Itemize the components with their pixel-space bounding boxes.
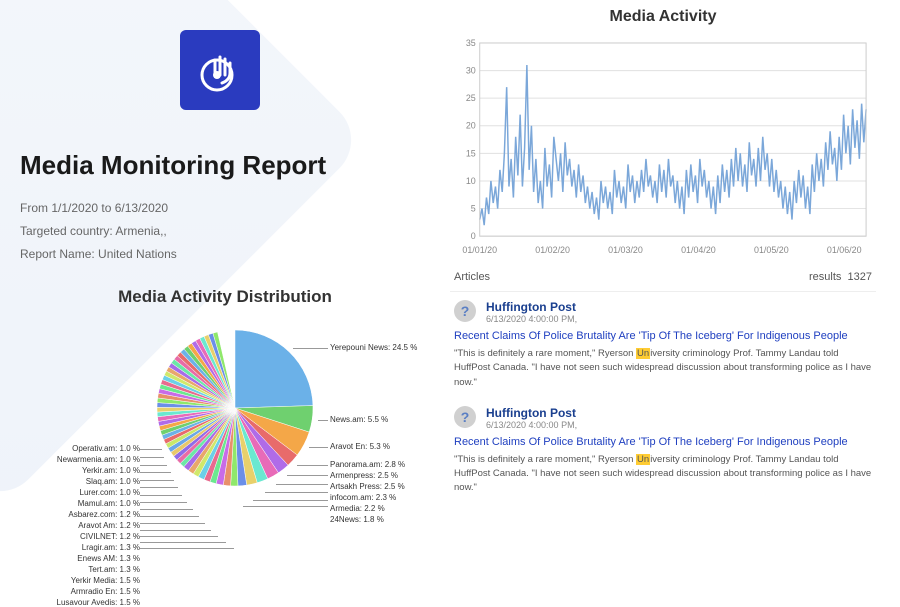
activity-title: Media Activity [450, 8, 876, 26]
pie-label: Asbarez.com: 1.2 % [68, 510, 140, 519]
pie-label: Newarmenia.am: 1.0 % [57, 455, 140, 464]
pie-label: Armedia: 2.2 % [330, 504, 385, 513]
articles-list: ? Huffington Post 6/13/2020 4:00:00 PM, … [450, 292, 876, 504]
article-source[interactable]: Huffington Post [486, 406, 577, 420]
svg-text:01/04/20: 01/04/20 [681, 245, 716, 255]
pie-label: Lragir.am: 1.3 % [82, 543, 140, 552]
pie-label: Armradio En: 1.5 % [71, 587, 140, 596]
svg-text:01/03/20: 01/03/20 [608, 245, 643, 255]
pie-chart: Yerepouni News: 24.5 % News.am: 5.5 % Arav… [20, 313, 440, 543]
article-title[interactable]: Recent Claims Of Police Brutality Are 'T… [454, 436, 872, 448]
pie-label: Tert.am: 1.3 % [88, 565, 140, 574]
pie-label: Yerkir Media: 1.5 % [71, 576, 140, 585]
report-title: Media Monitoring Report [20, 150, 430, 181]
svg-text:15: 15 [466, 148, 476, 158]
logo-hand-icon [195, 45, 245, 95]
svg-text:25: 25 [466, 93, 476, 103]
pie-label: Yerepouni News: 24.5 % [330, 343, 417, 352]
article-title[interactable]: Recent Claims Of Police Brutality Are 'T… [454, 330, 872, 342]
report-country: Targeted country: Armenia,, [20, 220, 430, 243]
articles-results: results 1327 [809, 271, 872, 283]
svg-text:30: 30 [466, 66, 476, 76]
question-icon: ? [454, 300, 476, 322]
article-date: 6/13/2020 4:00:00 PM, [486, 314, 577, 324]
pie-label: Artsakh Press: 2.5 % [330, 482, 405, 491]
svg-text:35: 35 [466, 38, 476, 48]
article-body: "This is definitely a rare moment," Ryer… [454, 453, 872, 496]
article-item[interactable]: ? Huffington Post 6/13/2020 4:00:00 PM, … [450, 398, 876, 504]
svg-text:10: 10 [466, 176, 476, 186]
svg-text:5: 5 [471, 204, 476, 214]
pie-label: Armenpress: 2.5 % [330, 471, 398, 480]
question-icon: ? [454, 406, 476, 428]
svg-text:01/06/20: 01/06/20 [827, 245, 862, 255]
logo [180, 30, 260, 110]
pie-label: Lusavour Avedis: 1.5 % [57, 598, 140, 607]
right-panel: Media Activity 0 5 10 15 20 25 30 35 01/01/20 01/… [450, 0, 890, 542]
report-meta: From 1/1/2020 to 6/13/2020 Targeted coun… [20, 197, 430, 265]
pie-label: Lurer.com: 1.0 % [80, 488, 140, 497]
pie-label: Operativ.am: 1.0 % [72, 444, 140, 453]
svg-text:0: 0 [471, 231, 476, 241]
svg-text:01/01/20: 01/01/20 [462, 245, 497, 255]
pie-label: CIVILNET: 1.2 % [80, 532, 140, 541]
report-date-range: From 1/1/2020 to 6/13/2020 [20, 197, 430, 220]
article-source[interactable]: Huffington Post [486, 300, 577, 314]
pie-label: Aravot Am: 1.2 % [78, 521, 140, 530]
pie-label: Panorama.am: 2.8 % [330, 460, 405, 469]
articles-header: Articles results 1327 [450, 265, 876, 292]
pie-label: Slaq.am: 1.0 % [86, 477, 140, 486]
pie-label: Aravot En: 5.3 % [330, 442, 390, 451]
article-body: "This is definitely a rare moment," Ryer… [454, 347, 872, 390]
article-item[interactable]: ? Huffington Post 6/13/2020 4:00:00 PM, … [450, 292, 876, 398]
article-date: 6/13/2020 4:00:00 PM, [486, 420, 577, 430]
articles-label: Articles [454, 271, 490, 283]
left-panel: Media Monitoring Report From 1/1/2020 to… [0, 0, 440, 542]
pie-label: infocom.am: 2.3 % [330, 493, 396, 502]
pie-label: Yerkir.am: 1.0 % [82, 466, 140, 475]
distribution-title: Media Activity Distribution [20, 287, 430, 307]
report-name: Report Name: United Nations [20, 243, 430, 266]
svg-text:20: 20 [466, 121, 476, 131]
pie-label: Enews AM: 1.3 % [77, 554, 140, 563]
pie-label: 24News: 1.8 % [330, 515, 384, 524]
line-chart: 0 5 10 15 20 25 30 35 01/01/20 01/02/20 01/03/20 01… [450, 32, 876, 262]
svg-text:01/05/20: 01/05/20 [754, 245, 789, 255]
pie-label: Mamul.am: 1.0 % [78, 499, 140, 508]
pie-label: News.am: 5.5 % [330, 415, 388, 424]
svg-text:01/02/20: 01/02/20 [535, 245, 570, 255]
